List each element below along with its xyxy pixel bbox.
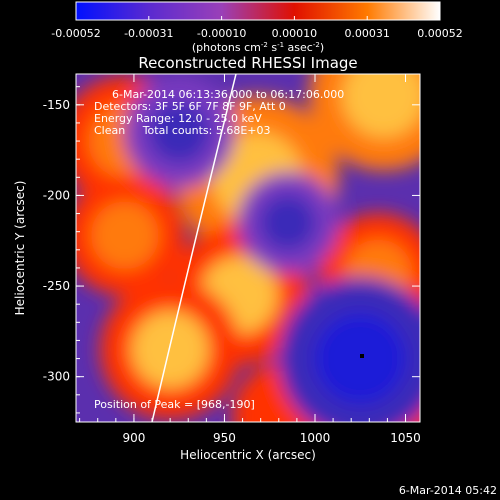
x-tick-label: 1000	[300, 431, 331, 445]
x-tick-label: 900	[122, 431, 145, 445]
colorbar-tick-label: -0.00010	[197, 27, 246, 40]
colorbar-tick-label: -0.00031	[124, 27, 173, 40]
image-sources	[76, 74, 420, 422]
y-tick-label: -300	[43, 370, 70, 384]
y-axis-label: Heliocentric Y (arcsec)	[13, 181, 27, 316]
source-left-mid	[91, 201, 159, 270]
info-energy: Energy Range: 12.0 - 25.0 keV	[94, 112, 262, 125]
colorbar-tick-label: -0.00052	[51, 27, 100, 40]
negative-lower-right	[314, 312, 406, 405]
negative-center	[259, 194, 317, 252]
x-tick-label: 950	[213, 431, 236, 445]
x-axis-ticks: 900 950 1000 1050	[79, 74, 421, 445]
x-tick-label: 1050	[390, 431, 421, 445]
colorbar-ticks: -0.00052 -0.00031 -0.00010 0.00010 0.00031 0.…	[51, 16, 463, 40]
colorbar-tick-label: 0.00052	[417, 27, 463, 40]
y-tick-label: -150	[43, 98, 70, 112]
peak-marker	[360, 354, 364, 358]
source-upper-right	[341, 74, 420, 138]
info-time: 6-Mar-2014 06:13:36.000 to 06:17:06.000	[112, 88, 344, 101]
negative-upper-center	[148, 100, 211, 164]
y-axis-ticks: -150 -200 -250 -300	[43, 86, 420, 414]
info-detectors: Detectors: 3F 5F 6F 7F 8F 9F, Att 0	[94, 100, 286, 113]
y-tick-label: -200	[43, 188, 70, 202]
info-clean: Clean Total counts: 5.68E+03	[94, 124, 271, 137]
colorbar-tick-label: 0.00031	[344, 27, 390, 40]
image-title: Reconstructed RHESSI Image	[138, 54, 357, 72]
x-axis-label: Heliocentric X (arcsec)	[180, 448, 316, 462]
image-plot	[76, 74, 420, 422]
y-tick-label: -250	[43, 279, 70, 293]
colorbar-unit-label: (photons cm-2 s-1 asec-2)	[192, 41, 324, 54]
source-lower-left	[130, 310, 210, 389]
timestamp: 6-Mar-2014 05:42	[399, 484, 497, 497]
peak-position-label: Position of Peak = [968,-190]	[94, 398, 255, 411]
plot-frame	[75, 73, 421, 423]
solar-limb-line	[151, 74, 237, 422]
colorbar-tick-label: 0.00010	[272, 27, 318, 40]
colorbar	[75, 1, 441, 21]
